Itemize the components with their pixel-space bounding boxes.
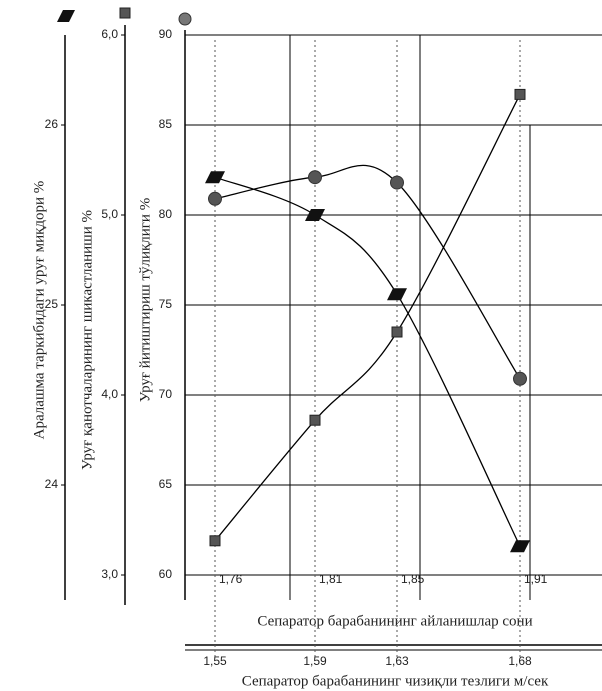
point xyxy=(391,326,403,338)
series-line xyxy=(214,164,521,380)
y3-axis-title: Аралашма таркибидаги уруғ миқдори % xyxy=(31,181,47,440)
x2-tick-label: 1,81 xyxy=(319,572,343,586)
y2-tick-label: 3,0 xyxy=(101,567,118,581)
x2-axis-title: Сепаратор барабанининг айланишлар сони xyxy=(257,613,532,629)
point xyxy=(305,209,325,221)
y-tick-label: 75 xyxy=(159,297,173,311)
point xyxy=(514,88,526,100)
x-tick-label: 1,63 xyxy=(385,654,409,668)
axis-marker xyxy=(119,7,131,19)
point xyxy=(390,175,404,190)
y-tick-label: 80 xyxy=(159,207,173,221)
point xyxy=(209,535,221,547)
y3-tick-label: 24 xyxy=(45,477,59,491)
series-line xyxy=(214,176,521,547)
x2-tick-label: 1,76 xyxy=(219,572,243,586)
x-tick-label: 1,59 xyxy=(303,654,327,668)
y-tick-label: 65 xyxy=(159,477,173,491)
series-line xyxy=(214,94,521,542)
y-tick-label: 60 xyxy=(159,567,173,581)
y-tick-label: 70 xyxy=(159,387,173,401)
x2-tick-label: 1,85 xyxy=(401,572,425,586)
y2-tick-label: 5,0 xyxy=(101,207,118,221)
point xyxy=(513,371,527,386)
point xyxy=(387,288,407,301)
axis-marker xyxy=(57,10,75,22)
y-axis-title: Уруғ йитиштириш тўлиқлиги % xyxy=(137,198,153,402)
x-axis-title: Сепаратор барабанининг чизиқли тезлиги м… xyxy=(242,673,549,689)
point xyxy=(510,540,530,553)
point xyxy=(208,191,222,206)
y3-tick-label: 25 xyxy=(45,297,59,311)
point xyxy=(205,171,225,184)
point xyxy=(308,170,322,185)
y2-tick-label: 6,0 xyxy=(101,27,118,41)
x2-tick-label: 1,91 xyxy=(524,572,548,586)
y2-axis-title: Уруғ қанотчаларининг шикастланиши % xyxy=(79,210,95,470)
y3-tick-label: 26 xyxy=(45,117,59,131)
y-tick-label: 85 xyxy=(159,117,173,131)
y2-tick-label: 4,0 xyxy=(101,387,118,401)
y-tick-label: 90 xyxy=(159,27,173,41)
point xyxy=(309,414,321,426)
axis-marker xyxy=(178,12,192,26)
x-tick-label: 1,68 xyxy=(508,654,532,668)
x-tick-label: 1,55 xyxy=(203,654,227,668)
